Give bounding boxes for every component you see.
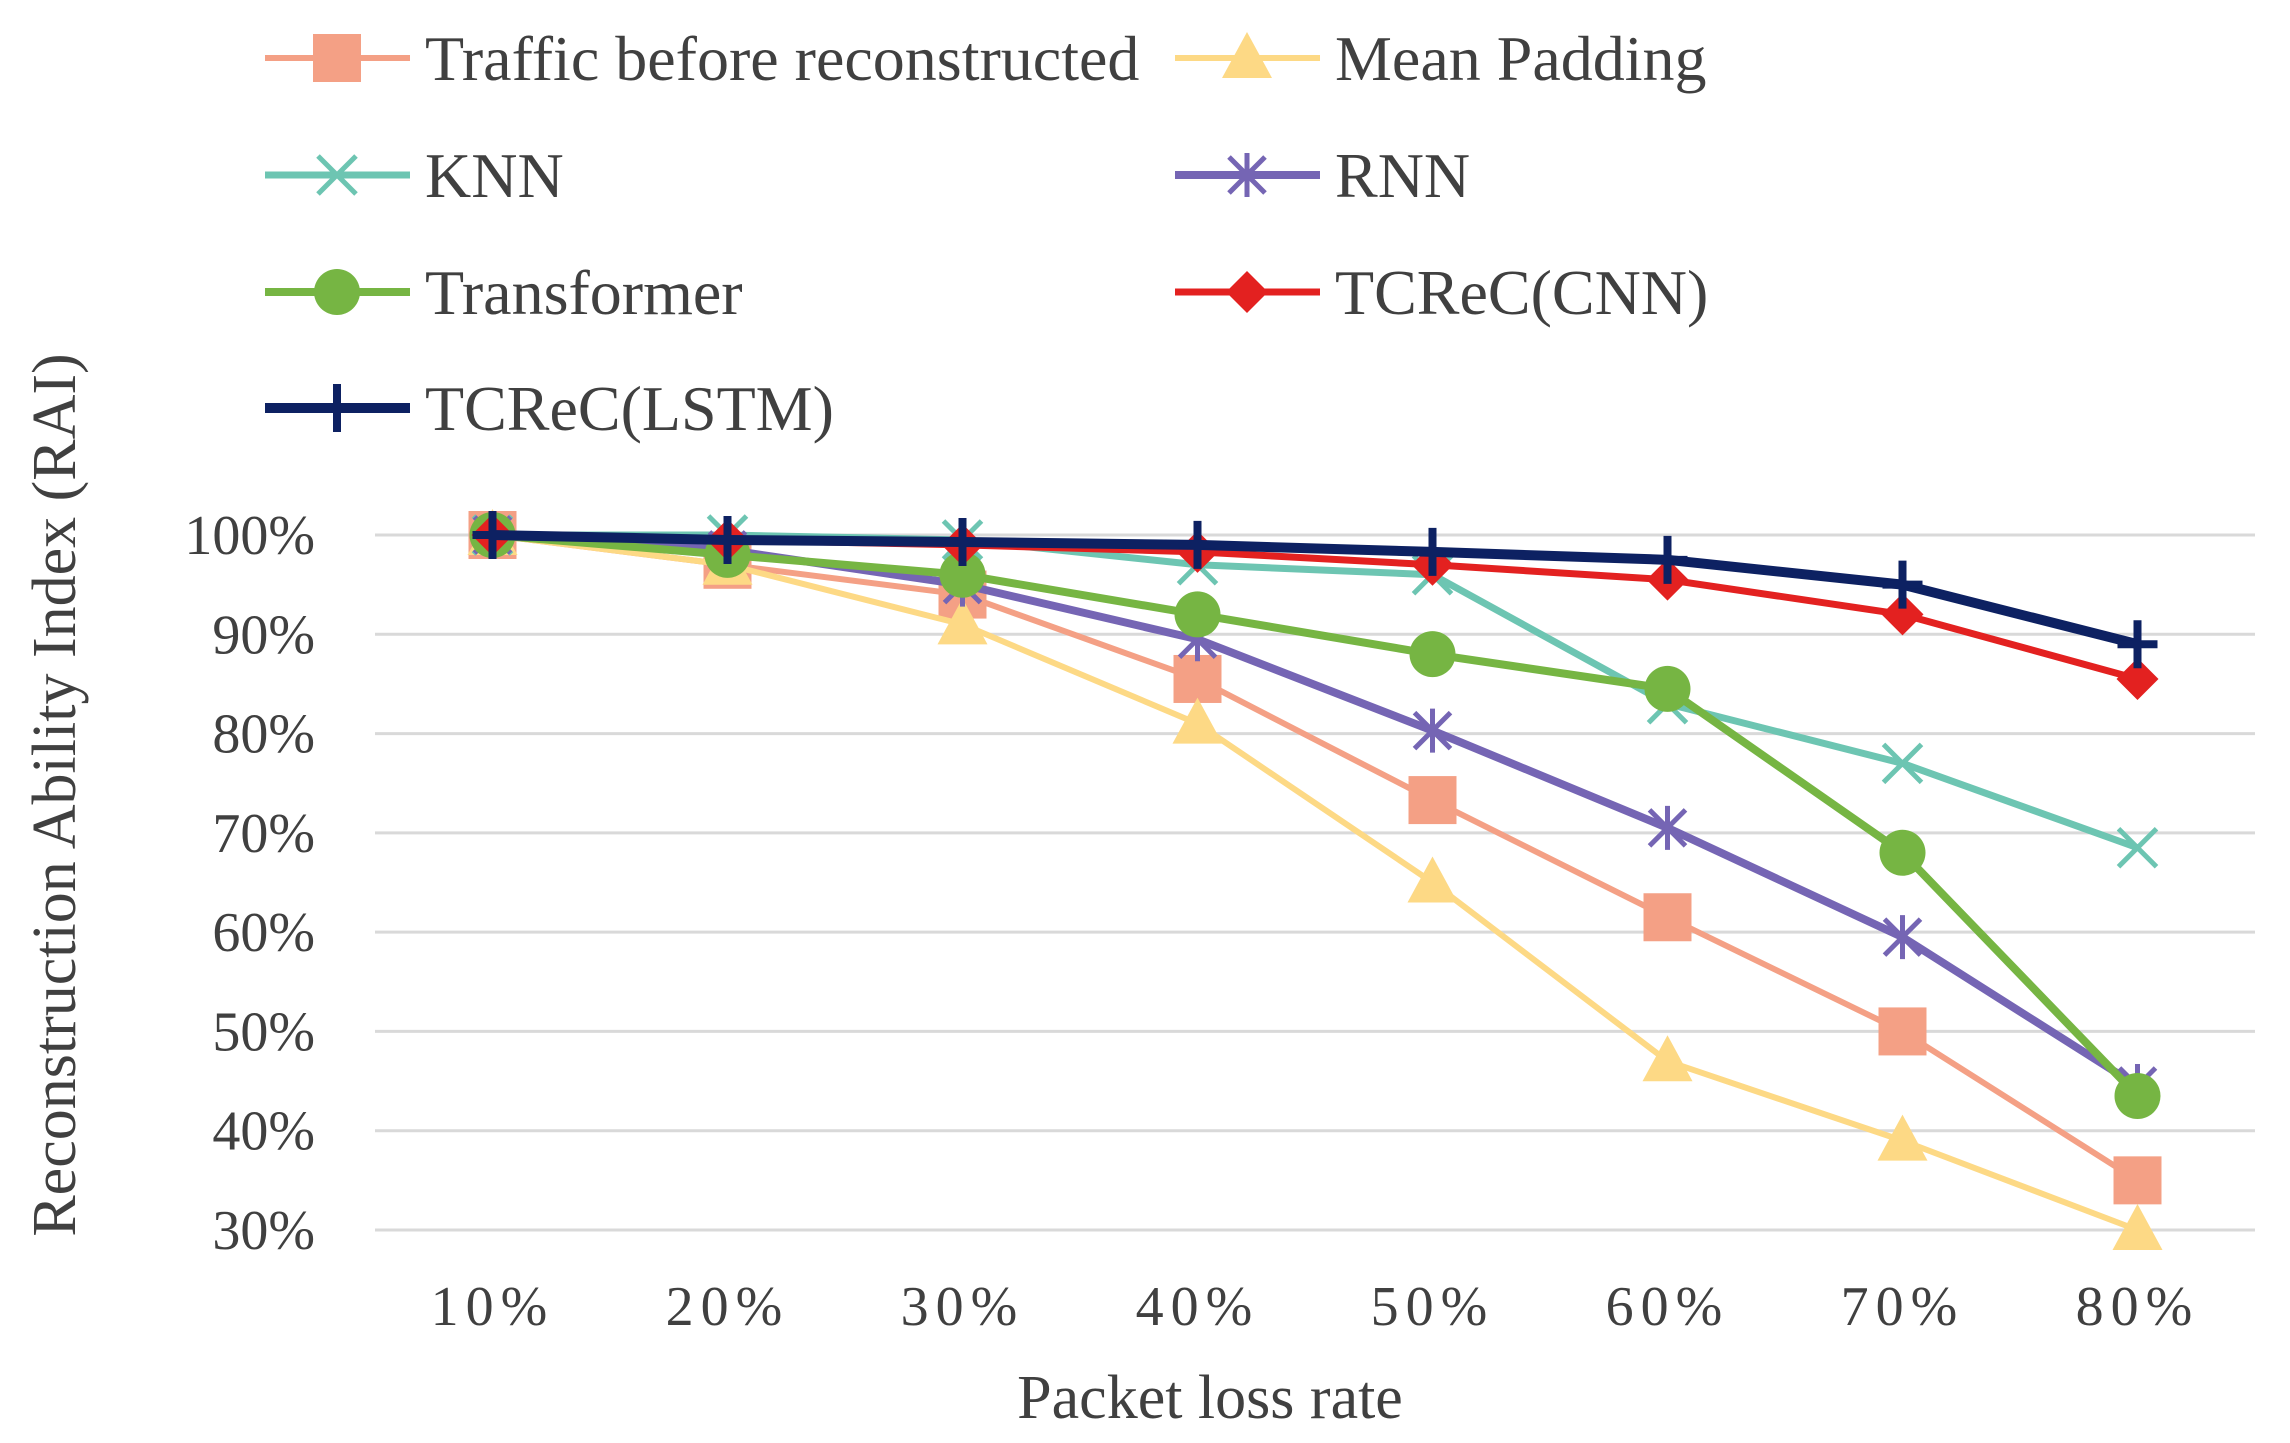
legend-marker-mean-padding xyxy=(1222,32,1272,78)
data-point-tcrec-lstm-30 xyxy=(942,517,983,566)
data-point-traffic-before-reconstructed-80 xyxy=(2113,1156,2162,1205)
data-point-traffic-before-reconstructed-40 xyxy=(1173,654,1222,703)
plot-series xyxy=(467,509,2163,1250)
y-tick-label-30: 30% xyxy=(212,1200,315,1262)
data-point-transformer-30 xyxy=(939,551,986,598)
x-tick-label-80: 80% xyxy=(2076,1276,2200,1338)
legend-label-rnn: RNN xyxy=(1335,140,1470,211)
legend-entry-tcrec-lstm: TCReC(LSTM) xyxy=(265,373,834,444)
legend: Traffic before reconstructed Mean Padding… xyxy=(265,23,1708,444)
data-point-rnn-60 xyxy=(1647,805,1688,850)
y-tick-label-80: 80% xyxy=(212,704,315,766)
legend-label-transformer: Transformer xyxy=(425,257,743,328)
data-point-tcrec-lstm-70 xyxy=(1882,560,1923,609)
legend-label-traffic-before-reconstructed: Traffic before reconstructed xyxy=(425,23,1139,94)
data-point-mean-padding-70 xyxy=(1877,1114,1928,1161)
y-tick-label-100: 100% xyxy=(184,505,315,567)
series-line-transformer xyxy=(492,531,2141,1099)
x-axis-title: Packet loss rate xyxy=(1017,1364,1403,1432)
x-tick-label-30: 30% xyxy=(901,1276,1025,1338)
data-point-transformer-40 xyxy=(1174,591,1221,638)
data-point-transformer-50 xyxy=(1409,631,1456,678)
data-point-transformer-60 xyxy=(1644,665,1691,712)
legend-entry-traffic-before-reconstructed: Traffic before reconstructed xyxy=(265,23,1139,94)
x-tick-label-20: 20% xyxy=(666,1276,790,1338)
data-point-mean-padding-80 xyxy=(2112,1204,2163,1250)
legend-label-tcrec-lstm: TCReC(LSTM) xyxy=(425,373,834,444)
legend-label-knn: KNN xyxy=(425,140,564,211)
data-point-tcrec-lstm-50 xyxy=(1412,527,1453,576)
series-line-mean-padding xyxy=(492,532,2139,1233)
x-tick-label-60: 60% xyxy=(1606,1276,1730,1338)
data-point-mean-padding-30 xyxy=(937,598,988,645)
data-point-tcrec-lstm-80 xyxy=(2117,620,2158,669)
gridlines xyxy=(375,533,2255,1232)
y-tick-label-90: 90% xyxy=(212,604,315,666)
legend-marker-knn xyxy=(316,154,358,196)
x-tick-label-10: 10% xyxy=(431,1276,555,1338)
data-point-traffic-before-reconstructed-60 xyxy=(1643,893,1692,942)
y-tick-label-40: 40% xyxy=(212,1101,315,1163)
legend-marker-rnn xyxy=(1227,153,1267,197)
legend-marker-traffic-before-reconstructed xyxy=(313,34,361,82)
legend-marker-transformer xyxy=(314,269,360,315)
data-point-traffic-before-reconstructed-50 xyxy=(1408,776,1457,825)
legend-entry-transformer: Transformer xyxy=(265,257,743,328)
legend-entry-rnn: RNN xyxy=(1175,140,1470,211)
data-point-mean-padding-50 xyxy=(1407,856,1458,903)
series-line-traffic-before-reconstructed xyxy=(492,532,2140,1183)
data-point-transformer-70 xyxy=(1879,829,1926,876)
legend-entry-knn: KNN xyxy=(265,140,564,211)
data-point-mean-padding-60 xyxy=(1642,1035,1693,1082)
legend-label-mean-padding: Mean Padding xyxy=(1335,23,1707,94)
legend-marker-tcrec-lstm xyxy=(317,384,357,432)
series-line-tcrec-lstm xyxy=(492,530,2139,650)
legend-entry-mean-padding: Mean Padding xyxy=(1175,23,1707,94)
y-axis-ticks: 100% 90% 80% 70% 60% 50% 40% 30% xyxy=(184,505,315,1262)
data-point-rnn-70 xyxy=(1882,915,1923,960)
data-point-knn-80 xyxy=(2116,826,2159,869)
y-axis-title: Reconstruction Ability Index (RAI) xyxy=(21,353,89,1236)
data-point-tcrec-lstm-10 xyxy=(472,511,513,559)
y-tick-label-70: 70% xyxy=(212,803,315,865)
series-mean-padding xyxy=(467,509,2163,1250)
data-point-tcrec-lstm-40 xyxy=(1177,520,1218,569)
legend-label-tcrec-cnn: TCReC(CNN) xyxy=(1335,257,1708,328)
legend-marker-tcrec-cnn xyxy=(1226,271,1268,313)
y-tick-label-50: 50% xyxy=(212,1001,315,1063)
data-point-tcrec-cnn-80 xyxy=(2116,657,2159,700)
x-tick-label-70: 70% xyxy=(1841,1276,1965,1338)
data-point-knn-70 xyxy=(1881,742,1924,785)
y-tick-label-60: 60% xyxy=(212,902,315,964)
data-point-tcrec-cnn-70 xyxy=(1881,593,1924,636)
series-tcrec-lstm xyxy=(472,511,2158,669)
data-point-mean-padding-40 xyxy=(1172,697,1223,744)
data-point-rnn-50 xyxy=(1412,708,1453,753)
legend-entry-tcrec-cnn: TCReC(CNN) xyxy=(1175,257,1708,328)
x-tick-label-50: 50% xyxy=(1371,1276,1495,1338)
data-point-traffic-before-reconstructed-70 xyxy=(1878,1007,1927,1056)
x-axis-ticks: 10% 20% 30% 40% 50% 60% 70% 80% xyxy=(431,1276,2200,1338)
data-point-tcrec-lstm-20 xyxy=(707,515,748,564)
data-point-transformer-80 xyxy=(2114,1072,2161,1119)
x-tick-label-40: 40% xyxy=(1136,1276,1260,1338)
data-point-tcrec-lstm-60 xyxy=(1647,535,1688,584)
